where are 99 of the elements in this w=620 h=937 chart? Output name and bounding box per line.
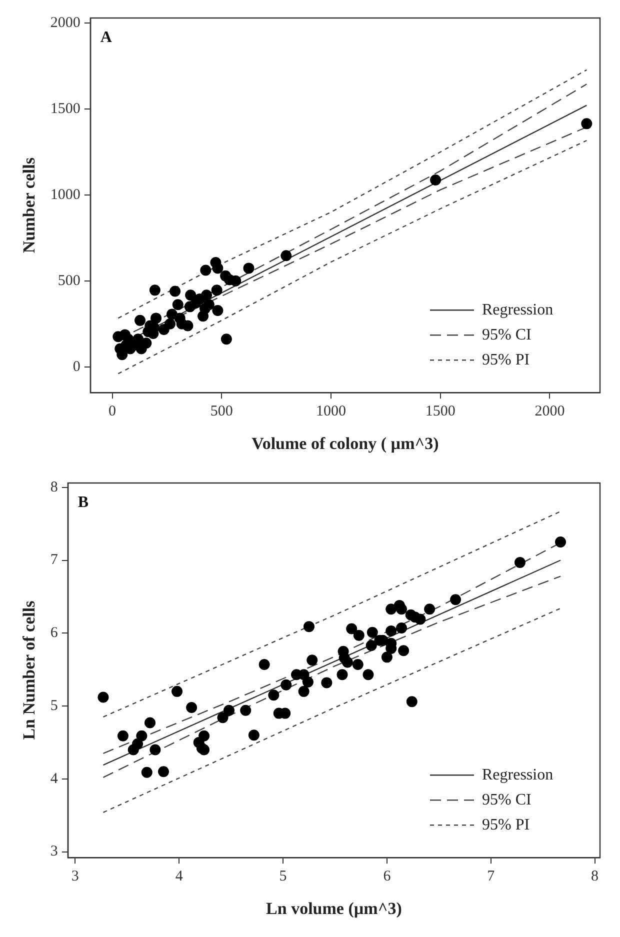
y-tick-label: 1000: [50, 186, 80, 203]
y-axis-title: Ln Number of cells: [20, 600, 39, 740]
point: [424, 604, 436, 615]
x-tick-label: 2000: [534, 404, 565, 420]
y-tick-label: 8: [50, 479, 58, 496]
point: [406, 696, 418, 708]
point: [201, 290, 212, 301]
point: [212, 262, 224, 274]
point: [217, 712, 228, 724]
point: [353, 630, 364, 641]
x-axis-title: Ln volume (µm^3): [266, 899, 402, 918]
legend-label: 95% PI: [482, 351, 530, 368]
point: [172, 686, 183, 697]
point: [302, 676, 314, 688]
legend-label: 95% PI: [482, 816, 530, 834]
point: [581, 118, 592, 130]
point: [211, 284, 222, 296]
x-tick-label: 8: [591, 868, 599, 885]
point: [170, 286, 181, 297]
y-tick-label: 3: [50, 844, 58, 860]
point: [116, 349, 128, 360]
point: [220, 334, 232, 345]
y-tick-label: 0: [72, 358, 80, 375]
y-tick-label: 7: [50, 552, 58, 568]
point: [514, 556, 526, 568]
point: [200, 264, 212, 276]
x-tick-label: 5: [279, 868, 287, 885]
point: [555, 536, 566, 548]
point: [352, 658, 364, 670]
point: [346, 623, 358, 634]
point: [132, 738, 144, 750]
x-tick-label: 4: [175, 868, 184, 885]
annotation: B: [78, 494, 89, 512]
point: [150, 312, 162, 324]
point: [386, 604, 397, 615]
point: [149, 284, 160, 296]
point: [248, 730, 260, 741]
x-tick-label: 6: [383, 868, 392, 885]
point: [450, 594, 462, 606]
y-tick-label: 500: [58, 272, 80, 289]
point: [198, 730, 210, 742]
point: [321, 677, 332, 688]
point: [430, 174, 442, 186]
legend-label: 95% CI: [482, 791, 532, 808]
x-tick-label: 1500: [425, 404, 456, 420]
point: [280, 250, 292, 262]
point: [386, 625, 397, 636]
point: [198, 744, 210, 756]
point: [182, 320, 194, 332]
point: [240, 704, 252, 716]
point: [366, 626, 378, 638]
x-tick-label: 500: [210, 404, 233, 420]
point: [280, 679, 292, 690]
point: [336, 669, 348, 680]
point: [212, 304, 224, 316]
point: [186, 702, 198, 713]
point: [98, 692, 109, 703]
point: [396, 622, 407, 634]
legend-label: Regression: [482, 301, 554, 318]
point: [144, 717, 156, 728]
point: [150, 744, 161, 756]
point: [268, 690, 280, 701]
point: [298, 686, 310, 697]
point: [141, 766, 152, 778]
y-tick-label: 1500: [50, 101, 80, 118]
y-tick-label: 2000: [50, 15, 80, 32]
point: [185, 290, 196, 301]
x-axis-title: Volume of colony ( µm^3): [252, 434, 439, 454]
point: [366, 640, 377, 652]
point: [158, 766, 170, 778]
point: [398, 645, 410, 656]
point: [230, 275, 242, 286]
point: [134, 314, 146, 326]
y-tick-label: 6: [50, 625, 58, 642]
point: [203, 299, 214, 310]
point: [223, 704, 234, 716]
point: [304, 621, 315, 632]
point: [172, 299, 184, 310]
x-tick-label: 1000: [316, 404, 346, 420]
point: [258, 658, 270, 670]
y-tick-label: 5: [50, 698, 58, 714]
point: [243, 262, 254, 274]
point: [362, 669, 374, 680]
point: [117, 730, 128, 742]
point: [381, 652, 392, 663]
legend-label: Regression: [482, 766, 554, 784]
x-tick-label: 0: [108, 404, 116, 420]
x-tick-label: 7: [487, 868, 496, 885]
y-axis-title: Number cells: [20, 157, 39, 254]
point: [140, 338, 152, 349]
annotation: A: [100, 29, 112, 46]
point: [164, 318, 176, 330]
point: [136, 730, 148, 742]
point: [396, 604, 407, 615]
point: [414, 614, 426, 625]
point: [342, 656, 353, 668]
y-tick-label: 4: [50, 770, 58, 787]
legend-label: 95% CI: [482, 326, 532, 344]
point: [306, 654, 318, 666]
